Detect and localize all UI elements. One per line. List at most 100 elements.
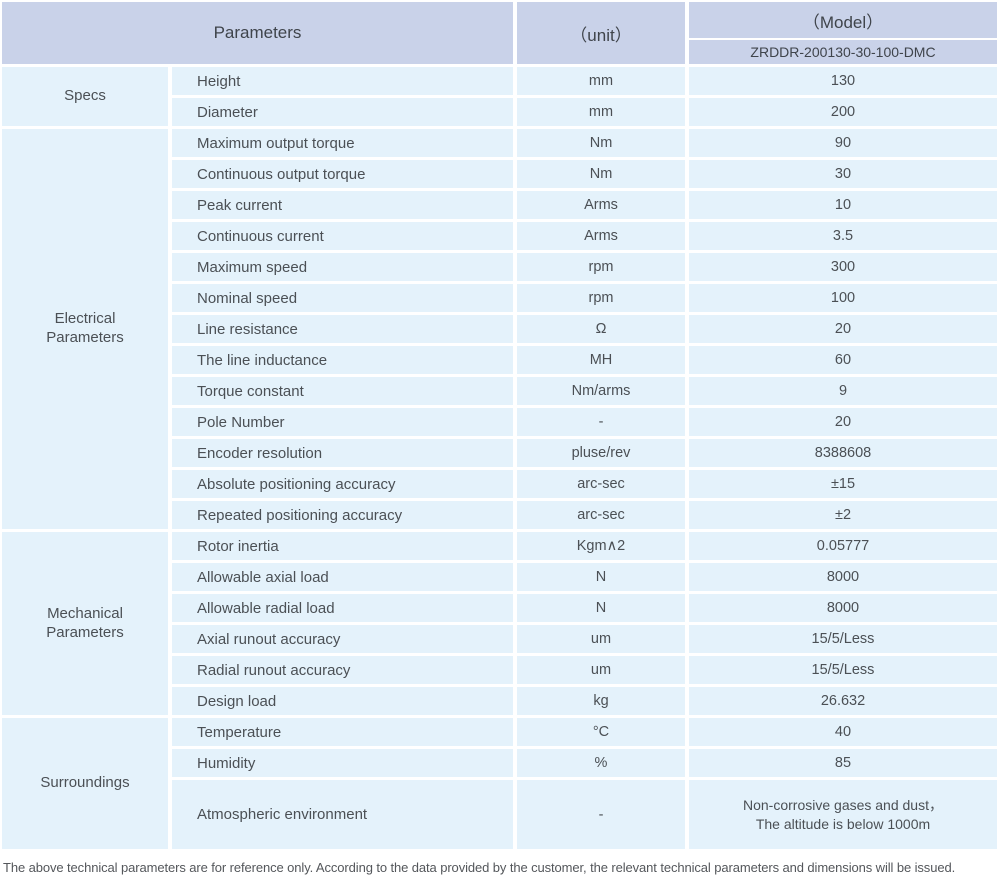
param-name: Maximum speed bbox=[168, 250, 513, 281]
value-cell: 0.05777 bbox=[685, 529, 997, 560]
unit-cell: Arms bbox=[513, 188, 685, 219]
param-name: Allowable radial load bbox=[168, 591, 513, 622]
header-row: Parameters （unit） （Model） bbox=[2, 2, 997, 64]
table-row: Repeated positioning accuracy arc-sec ±2 bbox=[2, 498, 997, 529]
value-cell: 15/5/Less bbox=[685, 653, 997, 684]
table-row: Continuous current Arms 3.5 bbox=[2, 219, 997, 250]
table-row: Electrical Parameters Maximum output torq… bbox=[2, 126, 997, 529]
value-cell: 15/5/Less bbox=[685, 622, 997, 653]
param-name: Nominal speed bbox=[168, 281, 513, 312]
table-row: Nominal speed rpm 100 bbox=[2, 281, 997, 312]
value-cell: Non-corrosive gases and dust， The altitu… bbox=[685, 777, 997, 849]
spec-table-body: Specs Height mm 130 Diameter mm 200 Electrical … bbox=[2, 64, 997, 849]
value-cell: 20 bbox=[685, 405, 997, 436]
param-name: Design load bbox=[168, 684, 513, 715]
unit-cell: % bbox=[513, 746, 685, 777]
param-name: Continuous current bbox=[168, 219, 513, 250]
value-cell: 8000 bbox=[685, 560, 997, 591]
param-name: Continuous output torque bbox=[168, 157, 513, 188]
table-row: Surroundings Temperature °C 40 bbox=[2, 715, 997, 849]
unit-cell: - bbox=[513, 777, 685, 849]
table-row: Pole Number -20 bbox=[2, 405, 997, 436]
unit-cell: Nm/arms bbox=[513, 374, 685, 405]
param-name: Peak current bbox=[168, 188, 513, 219]
value-cell: 85 bbox=[685, 746, 997, 777]
param-name: Height bbox=[168, 64, 513, 95]
header-row-model-code: ZRDDR-200130-30-100-DMC bbox=[2, 38, 997, 64]
unit-cell: arc-sec bbox=[513, 467, 685, 498]
column-header-parameters: Parameters bbox=[2, 2, 513, 64]
unit-cell: Nm bbox=[513, 157, 685, 188]
table-row: Atmospheric environment - Non-corrosive ga… bbox=[2, 777, 997, 849]
param-name: Encoder resolution bbox=[168, 436, 513, 467]
table-row: Encoder resolution pluse/rev 8388608 bbox=[2, 436, 997, 467]
param-name: Line resistance bbox=[168, 312, 513, 343]
table-row: Mechanical Parameters Rotor inertia Kgm∧2 0… bbox=[2, 529, 997, 715]
value-cell: 9 bbox=[685, 374, 997, 405]
param-name: The line inductance bbox=[168, 343, 513, 374]
value-cell: 8000 bbox=[685, 591, 997, 622]
footer-note: The above technical parameters are for r… bbox=[3, 860, 956, 875]
unit-cell: rpm bbox=[513, 281, 685, 312]
unit-cell: Nm bbox=[513, 126, 685, 157]
table-row: Line resistance Ω 20 bbox=[2, 312, 997, 343]
unit-cell: mm bbox=[513, 64, 685, 95]
param-name: Axial runout accuracy bbox=[168, 622, 513, 653]
param-name: Pole Number bbox=[168, 405, 513, 436]
table-row: Continuous output torque Nm 30 bbox=[2, 157, 997, 188]
value-cell: 130 bbox=[685, 64, 997, 95]
value-cell: 26.632 bbox=[685, 684, 997, 715]
table-row: Allowable radial load N 8000 bbox=[2, 591, 997, 622]
value-cell: ±2 bbox=[685, 498, 997, 529]
unit-cell: rpm bbox=[513, 250, 685, 281]
table-row: Torque constant Nm/arms 9 bbox=[2, 374, 997, 405]
value-cell: 100 bbox=[685, 281, 997, 312]
param-name: Repeated positioning accuracy bbox=[168, 498, 513, 529]
unit-cell: Arms bbox=[513, 219, 685, 250]
table-row: Axial runout accuracy um 15/5/Less bbox=[2, 622, 997, 653]
param-name: Absolute positioning accuracy bbox=[168, 467, 513, 498]
section-label: Specs bbox=[2, 64, 168, 126]
unit-cell: um bbox=[513, 622, 685, 653]
param-name: Diameter bbox=[168, 95, 513, 126]
spec-table: Parameters （unit） （Model） ZRDDR-200130-3… bbox=[2, 2, 997, 849]
table-row: Maximum speed rpm 300 bbox=[2, 250, 997, 281]
unit-cell: N bbox=[513, 560, 685, 591]
column-header-unit: （unit） bbox=[513, 2, 685, 64]
table-row: Radial runout accuracy um 15/5/Less bbox=[2, 653, 997, 684]
table-row: Design load kg 26.632 bbox=[2, 684, 997, 715]
unit-cell: pluse/rev bbox=[513, 436, 685, 467]
param-name: Atmospheric environment bbox=[168, 777, 513, 849]
unit-cell: kg bbox=[513, 684, 685, 715]
unit-cell: - bbox=[513, 405, 685, 436]
value-cell: 10 bbox=[685, 188, 997, 219]
table-row: Allowable axial load N 8000 bbox=[2, 560, 997, 591]
value-cell: 60 bbox=[685, 343, 997, 374]
column-header-model: （Model） bbox=[685, 2, 997, 38]
value-cell: 20 bbox=[685, 312, 997, 343]
table-row: Humidity% 85 bbox=[2, 746, 997, 777]
value-cell: 30 bbox=[685, 157, 997, 188]
value-cell: 8388608 bbox=[685, 436, 997, 467]
table-row: Absolute positioning accuracy arc-sec ±15 bbox=[2, 467, 997, 498]
value-cell: 3.5 bbox=[685, 219, 997, 250]
unit-cell: MH bbox=[513, 343, 685, 374]
value-cell: 40 bbox=[685, 715, 997, 746]
param-name: Temperature bbox=[168, 715, 513, 746]
param-name: Rotor inertia bbox=[168, 529, 513, 560]
value-cell: 90 bbox=[685, 126, 997, 157]
table-row: Diameter mm 200 bbox=[2, 95, 997, 126]
param-name: Radial runout accuracy bbox=[168, 653, 513, 684]
param-name: Humidity bbox=[168, 746, 513, 777]
value-cell: 200 bbox=[685, 95, 997, 126]
spec-table-header: Parameters （unit） （Model） ZRDDR-200130-3… bbox=[2, 2, 997, 64]
param-name: Maximum output torque bbox=[168, 126, 513, 157]
table-row: Specs Height mm 130 bbox=[2, 64, 997, 126]
unit-cell: N bbox=[513, 591, 685, 622]
unit-cell: arc-sec bbox=[513, 498, 685, 529]
unit-cell: Kgm∧2 bbox=[513, 529, 685, 560]
table-row: The line inductance MH 60 bbox=[2, 343, 997, 374]
table-row: Peak current Arms 10 bbox=[2, 188, 997, 219]
unit-cell: mm bbox=[513, 95, 685, 126]
